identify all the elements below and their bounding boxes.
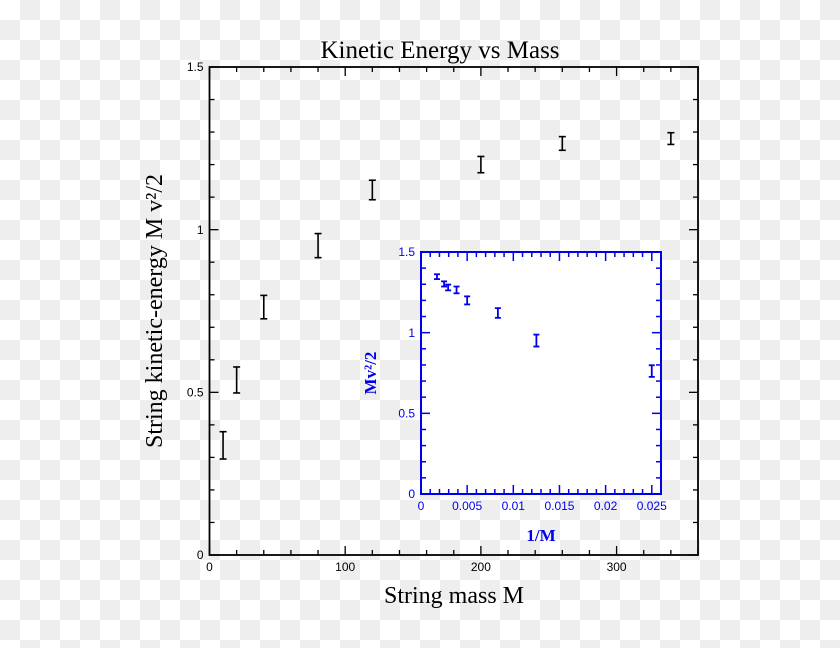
y-tick-label: 0.5 [187,386,204,400]
y-tick-label: 0 [197,548,204,562]
inset-x-tick-label: 0.015 [544,499,574,513]
data-point [314,232,322,259]
inset-y-tick-label: 1 [408,326,415,340]
inset-x-tick-label: 0.005 [452,499,482,513]
inset-x-tick-label: 0.025 [637,499,667,513]
data-point [260,294,268,320]
inset-x-tick-label: 0 [418,499,425,513]
inset-x-tick-label: 0.01 [502,499,526,513]
data-point [667,131,675,146]
y-axis-label: String kinetic-energy M v²/2 [142,174,168,448]
inset-data-point [453,285,460,295]
inset-x-axis-label: 1/M [526,526,555,545]
inset-data-point [445,283,452,292]
x-axis-label: String mass M [384,583,524,609]
inset-x-tick-label: 0.02 [594,499,618,513]
inset-data-point [441,280,448,288]
y-tick-label: 1 [197,223,204,237]
inset-data-point [648,364,655,378]
inset-y-tick-label: 0 [408,487,415,501]
data-point [368,179,376,201]
inset-data-point [494,307,501,319]
y-tick-label: 1.5 [187,60,204,74]
x-tick-label: 100 [335,560,355,574]
data-point [477,155,485,174]
inset-background [421,252,661,494]
data-point [558,135,566,152]
data-point [219,430,227,460]
inset-y-axis-label: Mv²/2 [361,352,380,395]
inset-y-tick-label: 0.5 [398,407,415,421]
inset-data-point [464,295,471,306]
inset-data-point [533,333,540,348]
inset-data-point [433,273,440,281]
inset-y-tick-label: 1.5 [398,245,415,259]
chart-title: Kinetic Energy vs Mass [320,37,559,64]
data-point [233,366,241,394]
x-tick-label: 300 [607,560,627,574]
x-tick-label: 200 [471,560,491,574]
x-tick-label: 0 [206,560,213,574]
